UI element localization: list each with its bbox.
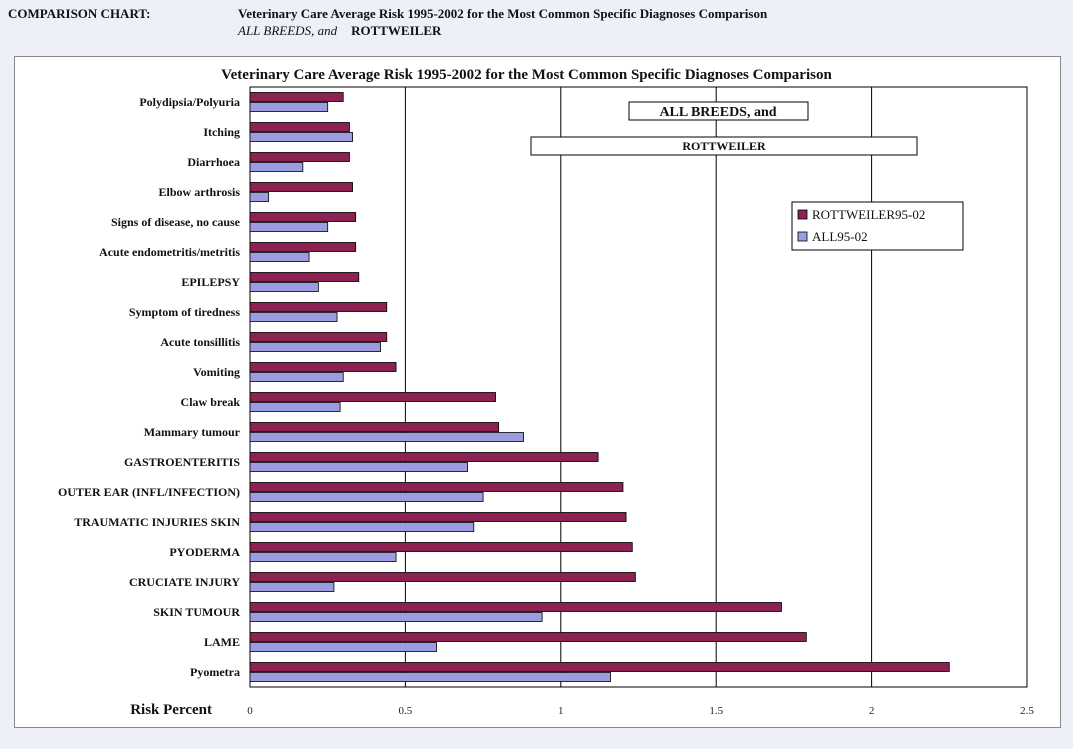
chart-header: COMPARISON CHART: Veterinary Care Averag… (8, 6, 1068, 50)
bar-all-breeds (249, 582, 335, 592)
category-label: Acute endometritis/metritis (99, 245, 240, 259)
bar-rottweiler (249, 122, 350, 132)
x-tick-label: 0 (247, 705, 253, 717)
header-title: Veterinary Care Average Risk 1995-2002 f… (238, 6, 768, 21)
bar-all-breeds (249, 672, 611, 682)
bar-rottweiler (249, 542, 633, 552)
bar-rottweiler (249, 182, 353, 192)
category-label: EPILEPSY (181, 275, 240, 289)
bar-all-breeds (249, 372, 344, 382)
category-label: Diarrhoea (187, 155, 240, 169)
legend-label: ROTTWEILER95-02 (812, 207, 925, 222)
bar-all-breeds (249, 642, 437, 652)
legend (791, 201, 964, 251)
bar-rottweiler (249, 362, 397, 372)
legend-swatch (797, 231, 808, 242)
bar-rottweiler (249, 392, 496, 402)
bar-rottweiler (249, 422, 500, 432)
bar-rottweiler (249, 572, 636, 582)
category-label: Elbow arthrosis (159, 185, 241, 199)
x-tick-label: 0.5 (399, 705, 413, 717)
bar-all-breeds (249, 402, 341, 412)
bar-all-breeds (249, 552, 397, 562)
category-label: Claw break (181, 395, 241, 409)
x-tick-label: 1 (558, 705, 564, 717)
bar-rottweiler (249, 512, 627, 522)
bar-all-breeds (249, 252, 310, 262)
bar-rottweiler (249, 272, 360, 282)
category-label: Symptom of tiredness (129, 305, 240, 319)
category-label: Mammary tumour (144, 425, 241, 439)
plot-area (249, 86, 1028, 688)
category-label: SKIN TUMOUR (153, 605, 240, 619)
category-label: Itching (203, 125, 240, 139)
bar-all-breeds (249, 192, 270, 202)
bar-all-breeds (249, 162, 304, 172)
header-label: COMPARISON CHART: (8, 6, 151, 21)
bar-chart: Veterinary Care Average Risk 1995-2002 f… (58, 67, 1034, 718)
annotation-text-rottweiler: ROTTWEILER (682, 139, 766, 153)
header-subtitle-italic: ALL BREEDS, and (238, 23, 338, 38)
bar-all-breeds (249, 612, 543, 622)
bar-rottweiler (249, 332, 388, 342)
annotation-text-all-breeds: ALL BREEDS, and (659, 105, 776, 120)
bar-rottweiler (249, 242, 357, 252)
bar-all-breeds (249, 312, 338, 322)
bar-rottweiler (249, 152, 350, 162)
annotation-box-rottweiler (530, 136, 918, 156)
annotation-box-all-breeds (628, 101, 809, 121)
bar-all-breeds (249, 132, 353, 142)
bar-all-breeds (249, 492, 484, 502)
bar-rottweiler (249, 452, 599, 462)
category-label: Acute tonsillitis (160, 335, 240, 349)
header-subtitle-bold: ROTTWEILER (351, 23, 442, 38)
bar-all-breeds (249, 102, 329, 112)
header-subtitle: ALL BREEDS, and ROTTWEILER (238, 23, 441, 39)
legend-swatch (797, 209, 808, 220)
x-axis-label: Risk Percent (130, 702, 212, 718)
category-label: Polydipsia/Polyuria (139, 95, 240, 109)
bar-rottweiler (249, 602, 782, 612)
category-label: Vomiting (193, 365, 240, 379)
chart-panel: Veterinary Care Average Risk 1995-2002 f… (14, 56, 1061, 728)
category-label: GASTROENTERITIS (124, 455, 240, 469)
category-label: Signs of disease, no cause (111, 215, 241, 229)
bar-all-breeds (249, 432, 524, 442)
bar-all-breeds (249, 282, 319, 292)
bar-all-breeds (249, 522, 475, 532)
category-label: CRUCIATE INJURY (129, 575, 240, 589)
x-tick-label: 1.5 (709, 705, 723, 717)
bar-rottweiler (249, 302, 388, 312)
bar-rottweiler (249, 662, 950, 672)
category-label: Pyometra (190, 665, 240, 679)
bar-all-breeds (249, 222, 329, 232)
bar-rottweiler (249, 92, 344, 102)
chart-title: Veterinary Care Average Risk 1995-2002 f… (221, 67, 832, 83)
legend-label: ALL95-02 (812, 229, 868, 244)
bar-all-breeds (249, 462, 468, 472)
bar-rottweiler (249, 482, 624, 492)
bar-rottweiler (249, 212, 357, 222)
x-tick-label: 2.5 (1020, 705, 1034, 717)
category-label: PYODERMA (169, 545, 240, 559)
x-tick-label: 2 (869, 705, 875, 717)
bar-all-breeds (249, 342, 381, 352)
category-label: LAME (204, 635, 240, 649)
bar-rottweiler (249, 632, 807, 642)
category-label: TRAUMATIC INJURIES SKIN (74, 515, 240, 529)
category-label: OUTER EAR (INFL/INFECTION) (58, 485, 240, 499)
